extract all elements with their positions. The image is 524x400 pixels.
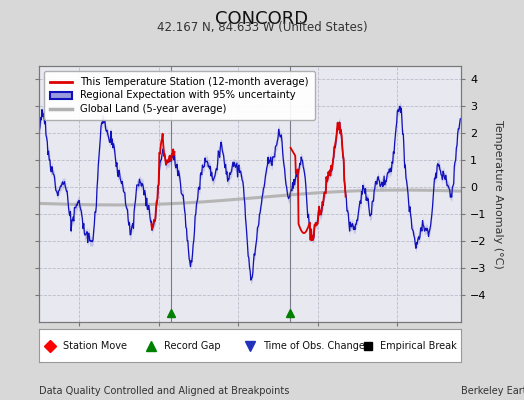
Text: Record Gap: Record Gap bbox=[163, 341, 221, 350]
Text: Time of Obs. Change: Time of Obs. Change bbox=[263, 341, 365, 350]
Legend: This Temperature Station (12-month average), Regional Expectation with 95% uncer: This Temperature Station (12-month avera… bbox=[45, 71, 315, 120]
Text: Berkeley Earth: Berkeley Earth bbox=[461, 386, 524, 396]
Text: Empirical Break: Empirical Break bbox=[380, 341, 457, 350]
Text: Data Quality Controlled and Aligned at Breakpoints: Data Quality Controlled and Aligned at B… bbox=[39, 386, 290, 396]
Text: Station Move: Station Move bbox=[62, 341, 126, 350]
Text: 42.167 N, 84.633 W (United States): 42.167 N, 84.633 W (United States) bbox=[157, 21, 367, 34]
Text: CONCORD: CONCORD bbox=[215, 10, 309, 28]
Y-axis label: Temperature Anomaly (°C): Temperature Anomaly (°C) bbox=[493, 120, 504, 268]
